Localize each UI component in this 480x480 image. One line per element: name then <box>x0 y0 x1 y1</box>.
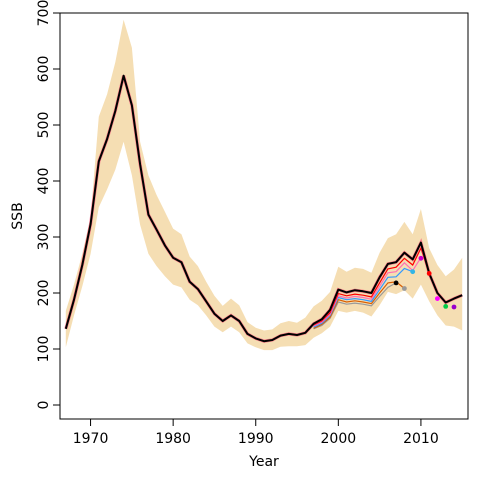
y-tick-label-700: 700 <box>36 0 52 26</box>
x-tick-label-2010: 2010 <box>403 431 439 447</box>
x-tick-label-1970: 1970 <box>73 431 109 447</box>
x-axis-title: Year <box>248 454 279 470</box>
main-series-line <box>64 74 463 343</box>
retro-endpoint-2010 <box>418 255 424 261</box>
y-tick-label-400: 400 <box>36 168 52 195</box>
retro-endpoint-2011 <box>426 271 432 276</box>
y-tick-label-300: 300 <box>36 224 52 251</box>
y-tick-label-600: 600 <box>36 56 52 83</box>
y-axis: 0 100 200 300 400 500 600 700 <box>36 0 61 410</box>
retro-series-line-3 <box>313 267 413 328</box>
retro-endpoint-2012 <box>435 296 440 301</box>
x-tick-label-1990: 1990 <box>238 431 274 447</box>
x-tick-label-1980: 1980 <box>155 431 191 447</box>
y-tick-label-500: 500 <box>36 112 52 139</box>
retro-endpoint-2008 <box>402 286 407 291</box>
y-tick-label-0: 0 <box>36 401 52 410</box>
y-axis-title: SSB <box>10 202 26 229</box>
retro-endpoint-2013 <box>443 304 449 309</box>
retro-series-line-5 <box>313 282 397 330</box>
y-tick-label-100: 100 <box>36 336 52 363</box>
x-tick-label-2000: 2000 <box>321 431 357 447</box>
retro-endpoint-2007 <box>393 280 399 286</box>
retro-series-line-2 <box>313 257 422 327</box>
confidence-band <box>65 19 463 351</box>
retro-endpoint-2009 <box>410 269 416 275</box>
y-tick-label-200: 200 <box>36 280 52 307</box>
retro-series-line-4 <box>313 281 405 329</box>
plot-content <box>64 19 463 351</box>
x-axis: 1970 1980 1990 2000 2010 <box>73 418 439 447</box>
retro-endpoint-2014 <box>451 304 457 310</box>
